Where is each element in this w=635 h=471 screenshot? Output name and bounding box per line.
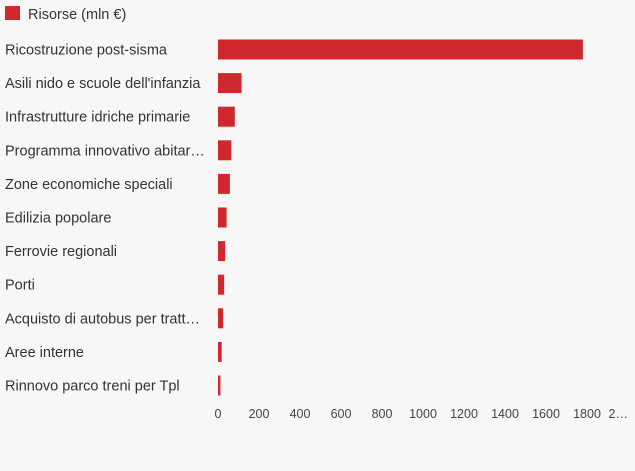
bar[interactable] [218, 106, 235, 127]
bar[interactable] [218, 241, 226, 262]
x-tick-label: 600 [331, 407, 352, 421]
category-label: Acquisto di autobus per tratt… [5, 311, 200, 327]
bar[interactable] [218, 39, 583, 60]
x-axis: 0 200 400 600 800 1000 1200 1400 1600 1800 2… [215, 407, 628, 421]
category-labels: Ricostruzione post-sisma Asili nido e scu… [5, 43, 205, 395]
legend-swatch [5, 6, 20, 20]
x-tick-label: 1000 [409, 407, 437, 421]
category-label: Ricostruzione post-sisma [5, 43, 168, 59]
bar[interactable] [218, 341, 222, 362]
bar[interactable] [218, 73, 242, 94]
x-tick-label: 200 [249, 407, 270, 421]
x-tick-label: 1800 [573, 407, 601, 421]
bar[interactable] [218, 140, 232, 161]
bar[interactable] [218, 207, 227, 228]
legend-label: Risorse (mln €) [28, 7, 126, 23]
bar[interactable] [218, 375, 221, 396]
x-tick-label: 400 [290, 407, 311, 421]
x-tick-label: 1200 [450, 407, 478, 421]
bar[interactable] [218, 173, 230, 194]
x-tick-label: 1400 [491, 407, 519, 421]
category-label: Asili nido e scuole dell'infanzia [5, 76, 201, 92]
category-label: Zone economiche speciali [5, 177, 173, 193]
category-label: Infrastrutture idriche primarie [5, 110, 190, 126]
bar[interactable] [218, 274, 225, 295]
category-label: Ferrovie regionali [5, 244, 117, 260]
bar[interactable] [218, 308, 224, 329]
x-tick-label: 2… [609, 407, 628, 421]
x-tick-label: 800 [372, 407, 393, 421]
category-label: Edilizia popolare [5, 211, 111, 227]
x-tick-label: 1600 [532, 407, 560, 421]
category-label: Porti [5, 278, 35, 294]
x-tick-label: 0 [215, 407, 222, 421]
category-label: Rinnovo parco treni per Tpl [5, 379, 180, 395]
category-label: Programma innovativo abitar… [5, 143, 205, 159]
legend[interactable]: Risorse (mln €) [5, 6, 126, 23]
category-label: Aree interne [5, 345, 84, 361]
bars [218, 39, 583, 396]
